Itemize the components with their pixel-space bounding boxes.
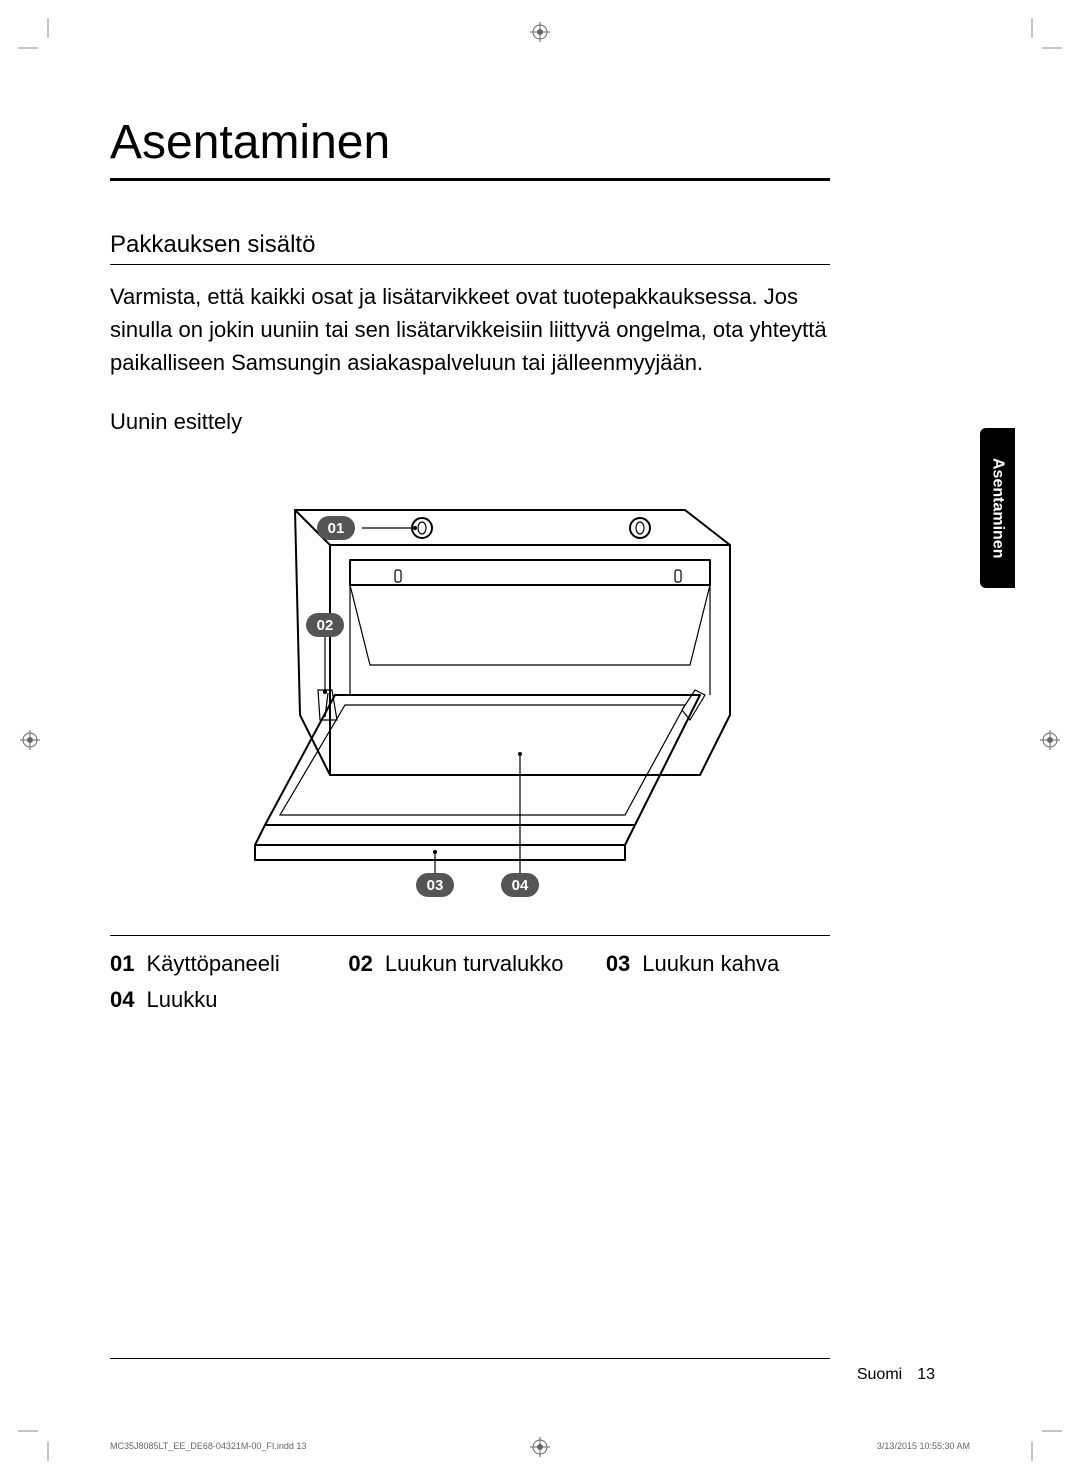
- body-text: Varmista, että kaikki osat ja lisätarvik…: [110, 280, 830, 379]
- legend-label: Luukun kahva: [642, 951, 779, 977]
- legend-num: 01: [110, 951, 134, 977]
- legend-row: 04 Luukku: [110, 987, 830, 1013]
- page-content: Asentaminen Pakkauksen sisältö Varmista,…: [110, 115, 930, 1023]
- registration-mark-icon: [530, 1437, 550, 1457]
- legend-num: 02: [348, 951, 372, 977]
- svg-text:01: 01: [328, 520, 345, 537]
- subsection-title: Uunin esittely: [110, 409, 930, 435]
- footer-page: 13: [917, 1366, 935, 1384]
- registration-mark-icon: [1040, 730, 1060, 750]
- legend-item: 04 Luukku: [110, 987, 335, 1013]
- legend-item: 03 Luukun kahva: [606, 951, 805, 977]
- registration-mark-icon: [20, 730, 40, 750]
- legend-num: 04: [110, 987, 134, 1013]
- section-title: Pakkauksen sisältö: [110, 231, 930, 259]
- legend-item: 01 Käyttöpaneeli: [110, 951, 323, 977]
- legend-table: 01 Käyttöpaneeli 02 Luukun turvalukko 03…: [110, 951, 830, 1013]
- legend-label: Luukku: [146, 987, 217, 1013]
- footer-lang: Suomi: [857, 1366, 902, 1384]
- svg-text:04: 04: [512, 877, 529, 894]
- side-tab: Asentaminen: [980, 428, 1015, 588]
- footer-line: [110, 1358, 830, 1359]
- oven-diagram: 01 02 03 04: [110, 465, 830, 905]
- legend-row: 01 Käyttöpaneeli 02 Luukun turvalukko 03…: [110, 951, 830, 977]
- title-underline: [110, 178, 830, 181]
- legend-item: 02 Luukun turvalukko: [348, 951, 580, 977]
- footer-date: 3/13/2015 10:55:30 AM: [877, 1441, 970, 1451]
- svg-text:03: 03: [427, 877, 444, 894]
- legend-label: Luukun turvalukko: [385, 951, 564, 977]
- section-underline: [110, 264, 830, 265]
- footer-file: MC35J8085LT_EE_DE68-04321M-00_FI.indd 13: [110, 1441, 306, 1451]
- svg-text:02: 02: [317, 617, 334, 634]
- legend-label: Käyttöpaneeli: [146, 951, 279, 977]
- legend-num: 03: [606, 951, 630, 977]
- page-footer: Suomi 13: [857, 1366, 935, 1384]
- registration-mark-icon: [530, 22, 550, 42]
- legend-separator-top: [110, 935, 830, 936]
- page-title: Asentaminen: [110, 115, 930, 170]
- side-tab-text: Asentaminen: [989, 458, 1007, 558]
